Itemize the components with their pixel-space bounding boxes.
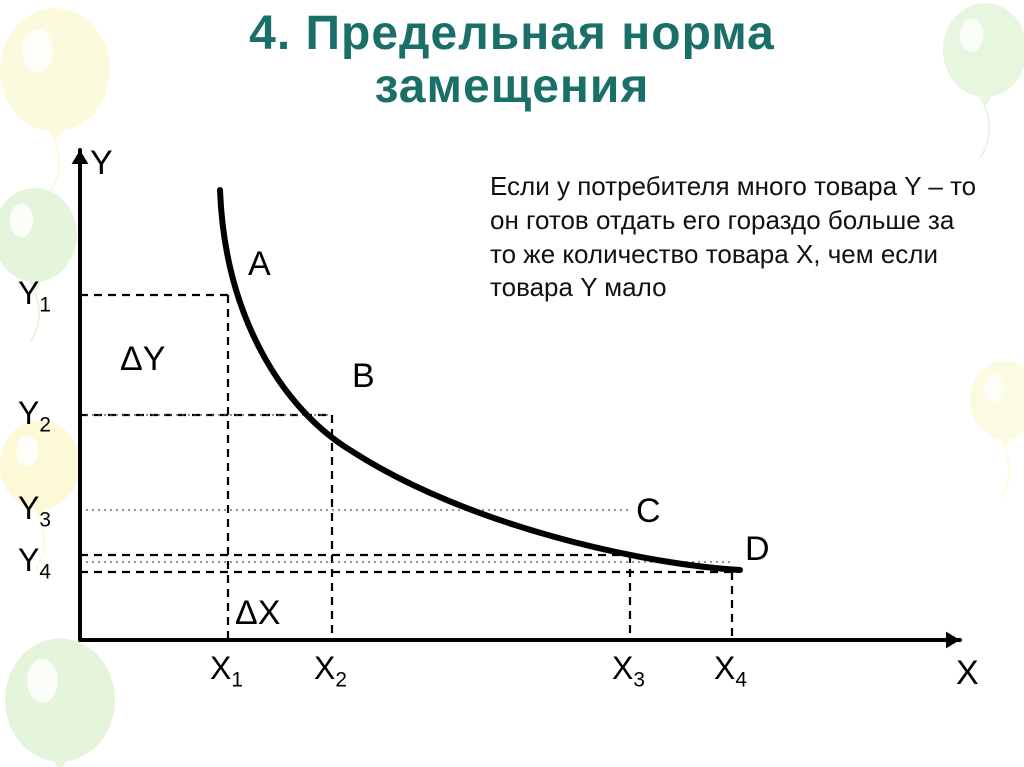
- x-tick-X3: X3: [612, 650, 645, 692]
- point-label-D: D: [745, 530, 770, 569]
- y-tick-Y1: Y1: [18, 275, 51, 317]
- slide-title: 4. Предельная норма замещения: [0, 8, 1024, 114]
- x-tick-X4: X4: [714, 650, 747, 692]
- delta-x-label: ΔX: [235, 594, 280, 633]
- y-tick-Y3: Y3: [18, 490, 51, 532]
- delta-y-label: ΔY: [120, 340, 165, 379]
- y-tick-Y2: Y2: [18, 395, 51, 437]
- point-label-B: B: [352, 357, 375, 396]
- y-tick-Y4: Y4: [18, 542, 51, 584]
- description-text: Если у потребителя много товара Y – то о…: [490, 170, 980, 305]
- chart-canvas: [0, 0, 1024, 767]
- y-axis-label: Y: [90, 144, 113, 183]
- point-label-C: C: [636, 492, 661, 531]
- x-tick-X1: X1: [210, 650, 243, 692]
- x-tick-X2: X2: [314, 650, 347, 692]
- point-label-A: A: [248, 245, 271, 284]
- x-axis-label: X: [956, 654, 979, 693]
